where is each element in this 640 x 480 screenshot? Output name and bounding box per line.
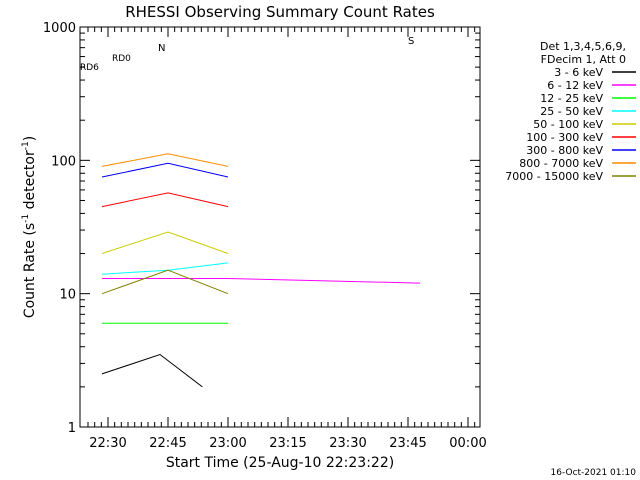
legend-label: 6 - 12 keV [547,79,603,92]
y-tick-label: 1000 [43,21,76,36]
series-line [101,162,229,178]
series-line [101,262,229,275]
x-axis-label: Start Time (25-Aug-10 22:23:22) [166,455,394,471]
series-line [101,353,203,388]
flag-rd0-label: RD0 [112,54,131,64]
x-tick-label: 22:45 [149,436,186,451]
series-line [101,192,229,208]
legend-label: 100 - 300 keV [526,131,603,144]
x-tick-label: 23:00 [209,436,246,451]
y-tick-label: 100 [51,154,76,169]
legend-label: 800 - 7000 keV [519,157,603,170]
y-axis-label: Count Rate (s-1 detector-1) [21,136,38,318]
legend: Det 1,3,4,5,6,9,FDecim 1, Att 03 - 6 keV… [505,40,636,183]
chart-title: RHESSI Observing Summary Count Rates [125,3,435,21]
legend-header: FDecim 1, Att 0 [541,53,626,66]
x-tick-label: 22:30 [89,436,126,451]
legend-label: 3 - 6 keV [554,66,603,79]
flag-rd6-label: RD6 [80,63,99,73]
plot-frame [79,26,481,428]
series-line [101,153,229,167]
x-tick-label: 23:30 [329,436,366,451]
legend-label: 300 - 800 keV [526,144,603,157]
legend-label: 50 - 100 keV [533,118,603,131]
axes-layer: 22:30 22:45 23:00 23:15 23:30 23:45 00:00 1 10 10… [43,21,487,451]
series-line [101,231,229,254]
flag-saa-label: S [408,36,414,47]
legend-label: 7000 - 15000 keV [505,170,603,183]
flag-night-label: N [158,43,165,54]
series-line [102,278,421,284]
x-tick-label: 23:15 [269,436,306,451]
flags-layer: N S RD0 RD6 [80,36,414,73]
footer-date: 16-Oct-2021 01:10 [551,468,637,478]
x-tick-label: 23:45 [389,436,426,451]
y-tick-label: 10 [59,288,76,303]
series-line [101,269,229,295]
y-tick-label: 1 [68,421,76,436]
legend-label: 12 - 25 keV [540,92,603,105]
legend-label: 25 - 50 keV [540,105,603,118]
series-layer [101,153,421,388]
x-tick-label: 00:00 [449,436,486,451]
legend-header: Det 1,3,4,5,6,9, [540,40,626,53]
